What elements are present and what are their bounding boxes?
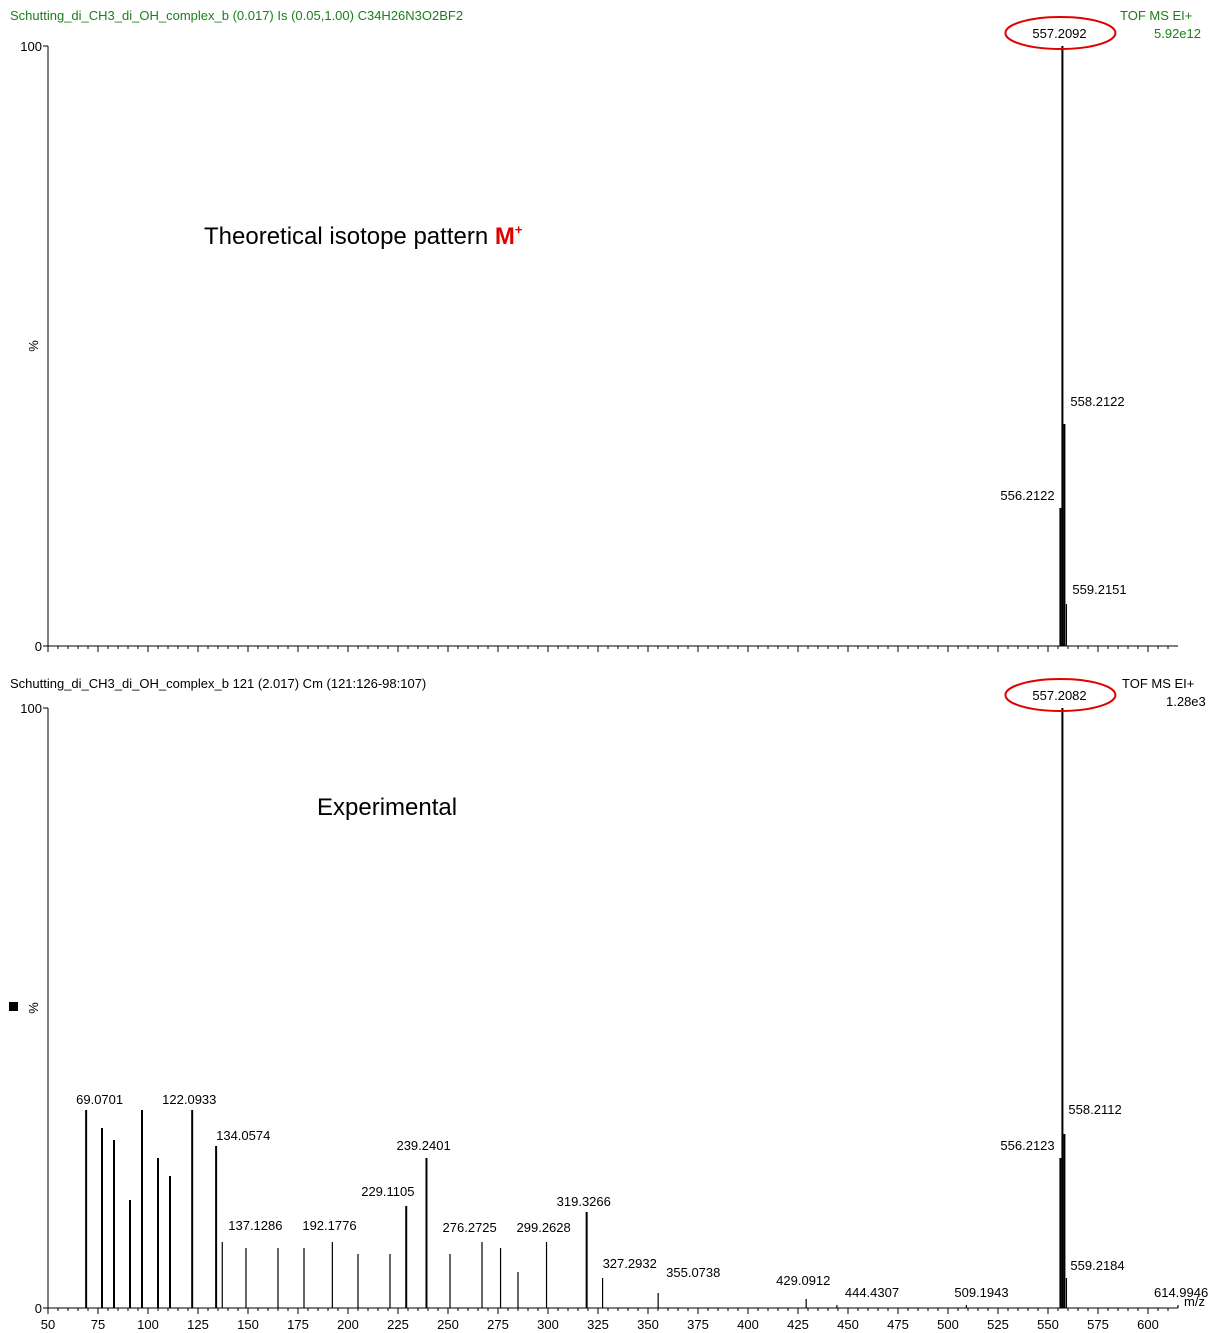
bottom-x-tick-label: 175 bbox=[287, 1317, 309, 1332]
top-annotation-charge: + bbox=[514, 222, 523, 237]
bottom-x-tick-label: 375 bbox=[687, 1317, 709, 1332]
top-y-tick-label: 0 bbox=[35, 639, 42, 654]
bottom-peak-label: 429.0912 bbox=[776, 1273, 830, 1288]
bottom-chart-title: Schutting_di_CH3_di_OH_complex_b 121 (2.… bbox=[10, 676, 427, 691]
top-intensity-label: 5.92e12 bbox=[1154, 26, 1201, 41]
top-peak-label: 559.2151 bbox=[1072, 582, 1126, 597]
bottom-peak-label: 137.1286 bbox=[228, 1218, 282, 1233]
top-annotation: Theoretical isotope pattern M+ bbox=[204, 222, 522, 251]
bottom-x-tick-label: 600 bbox=[1137, 1317, 1159, 1332]
top-highlight-ellipse bbox=[1004, 16, 1117, 50]
bottom-y-axis-label: % bbox=[26, 1002, 41, 1014]
bottom-x-tick-label: 300 bbox=[537, 1317, 559, 1332]
bottom-x-tick-label: 325 bbox=[587, 1317, 609, 1332]
bottom-x-tick-label: 500 bbox=[937, 1317, 959, 1332]
bottom-peak-label: 122.0933 bbox=[162, 1092, 216, 1107]
bottom-x-tick-label: 450 bbox=[837, 1317, 859, 1332]
bottom-y-tick-label: 0 bbox=[35, 1301, 42, 1316]
top-mode-label: TOF MS EI+ bbox=[1120, 8, 1193, 23]
bottom-peak-label: 239.2401 bbox=[396, 1138, 450, 1153]
bottom-x-tick-label: 125 bbox=[187, 1317, 209, 1332]
bottom-highlight-ellipse bbox=[1004, 678, 1117, 712]
bottom-peak-label: 299.2628 bbox=[517, 1220, 571, 1235]
bottom-x-tick-label: 575 bbox=[1087, 1317, 1109, 1332]
bottom-x-tick-label: 200 bbox=[337, 1317, 359, 1332]
top-annotation-ion: M bbox=[494, 223, 515, 250]
bottom-peak-label: 556.2123 bbox=[1000, 1138, 1054, 1153]
top-y-axis-label: % bbox=[26, 340, 41, 352]
bottom-x-tick-label: 425 bbox=[787, 1317, 809, 1332]
bottom-x-tick-label: 400 bbox=[737, 1317, 759, 1332]
bottom-x-tick-label: 75 bbox=[91, 1317, 105, 1332]
bottom-x-tick-label: 150 bbox=[237, 1317, 259, 1332]
top-chart-title: Schutting_di_CH3_di_OH_complex_b (0.017)… bbox=[10, 8, 464, 23]
bottom-x-tick-label: 100 bbox=[137, 1317, 159, 1332]
bottom-peak-label: 327.2932 bbox=[603, 1256, 657, 1271]
bottom-x-tick-label: 275 bbox=[487, 1317, 509, 1332]
bottom-peak-label: 509.1943 bbox=[954, 1285, 1008, 1300]
top-peak-label: 556.2122 bbox=[1000, 488, 1054, 503]
bottom-x-tick-label: 250 bbox=[437, 1317, 459, 1332]
top-annotation-text: Theoretical isotope pattern bbox=[204, 223, 495, 250]
bottom-x-tick-label: 550 bbox=[1037, 1317, 1059, 1332]
bottom-peak-label: 192.1776 bbox=[302, 1218, 356, 1233]
bottom-intensity-label: 1.28e3 bbox=[1166, 694, 1206, 709]
bottom-peak-label: 319.3266 bbox=[557, 1194, 611, 1209]
bottom-peak-label: 444.4307 bbox=[845, 1285, 899, 1300]
bottom-peak-label: 558.2112 bbox=[1068, 1102, 1121, 1117]
top-y-tick-label: 100 bbox=[20, 39, 42, 54]
bottom-x-axis-label: m/z bbox=[1184, 1294, 1205, 1309]
bottom-x-tick-label: 525 bbox=[987, 1317, 1009, 1332]
top-peak-label: 557.2092 bbox=[1032, 26, 1086, 41]
bottom-x-tick-label: 225 bbox=[387, 1317, 409, 1332]
bottom-peak-label: 614.9946 bbox=[1154, 1285, 1208, 1300]
bottom-peak-label: 557.2082 bbox=[1032, 688, 1086, 703]
bottom-x-tick-label: 50 bbox=[41, 1317, 55, 1332]
top-peak-label: 558.2122 bbox=[1070, 394, 1124, 409]
bottom-x-tick-label: 350 bbox=[637, 1317, 659, 1332]
bottom-annotation: Experimental bbox=[317, 794, 458, 821]
square-marker-icon bbox=[9, 1002, 18, 1011]
bottom-x-tick-label: 475 bbox=[887, 1317, 909, 1332]
bottom-peak-label: 229.1105 bbox=[361, 1184, 414, 1199]
bottom-mode-label: TOF MS EI+ bbox=[1122, 676, 1195, 691]
bottom-peak-label: 69.0701 bbox=[76, 1092, 123, 1107]
bottom-peak-label: 276.2725 bbox=[443, 1220, 497, 1235]
bottom-peak-label: 134.0574 bbox=[216, 1128, 270, 1143]
bottom-peak-label: 559.2184 bbox=[1070, 1258, 1124, 1273]
bottom-y-tick-label: 100 bbox=[20, 701, 42, 716]
bottom-peak-label: 355.0738 bbox=[666, 1265, 720, 1280]
